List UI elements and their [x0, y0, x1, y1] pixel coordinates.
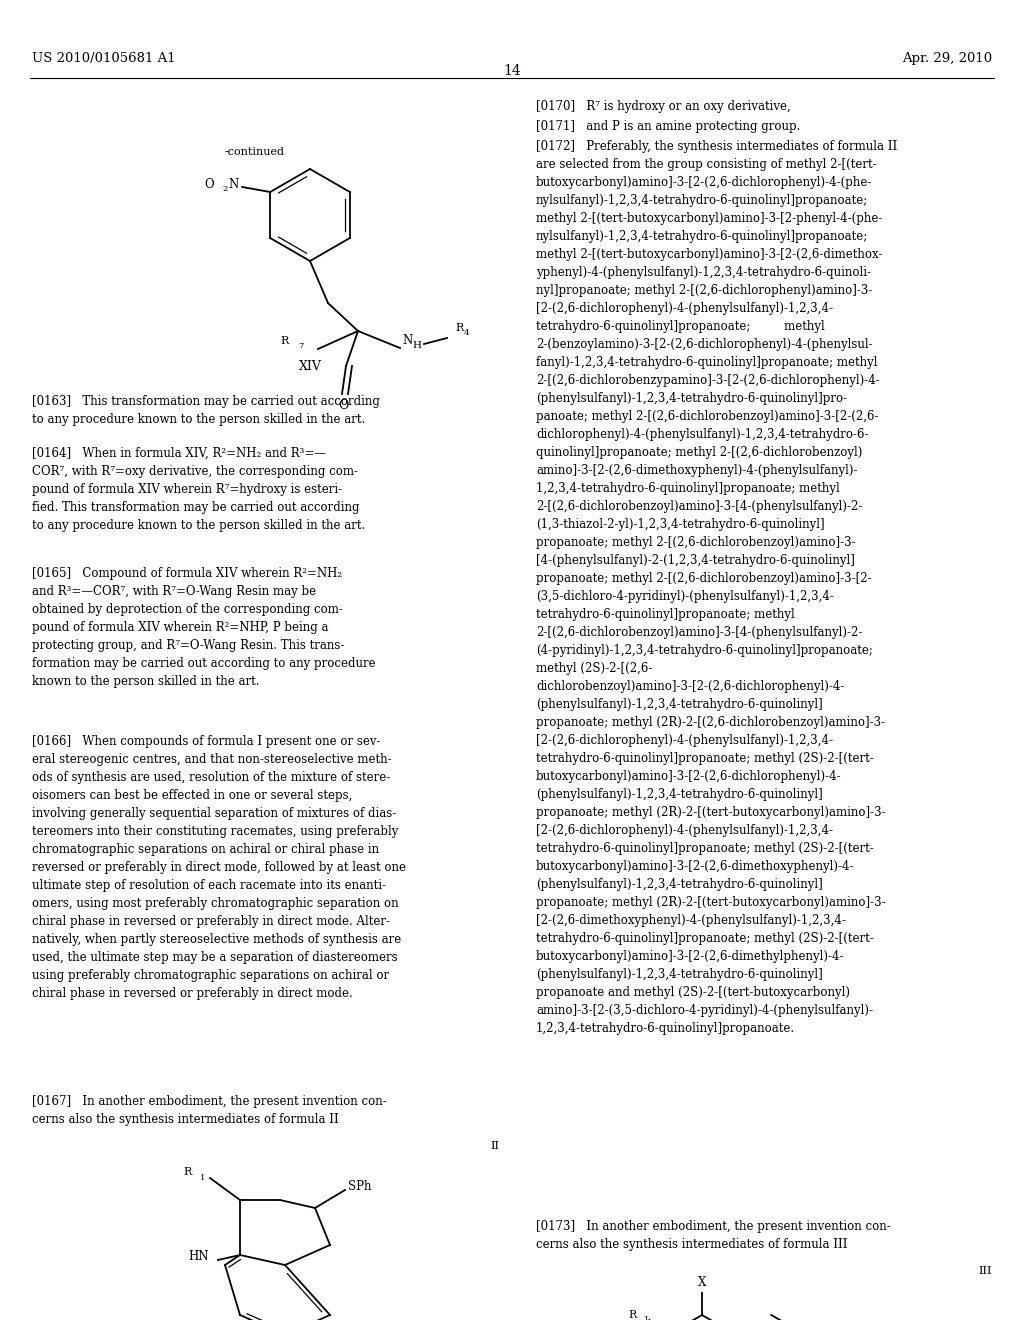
Text: 1: 1	[200, 1173, 206, 1181]
Text: H: H	[412, 342, 421, 351]
Text: II: II	[490, 1140, 499, 1151]
Text: O: O	[205, 177, 214, 190]
Text: [0166]   When compounds of formula I present one or sev-
eral stereogenic centre: [0166] When compounds of formula I prese…	[32, 735, 406, 1001]
Text: [0167]   In another embodiment, the present invention con-
cerns also the synthe: [0167] In another embodiment, the presen…	[32, 1096, 387, 1126]
Text: [0170]   R⁷ is hydroxy or an oxy derivative,: [0170] R⁷ is hydroxy or an oxy derivativ…	[536, 100, 791, 114]
Text: III: III	[979, 1266, 992, 1276]
Text: N: N	[402, 334, 413, 346]
Text: R: R	[183, 1167, 193, 1177]
Text: R: R	[455, 323, 463, 333]
Text: R: R	[628, 1309, 636, 1320]
Text: HN: HN	[188, 1250, 209, 1262]
Text: [0171]   and P is an amine protecting group.: [0171] and P is an amine protecting grou…	[536, 120, 801, 133]
Text: 2: 2	[222, 185, 227, 193]
Text: N: N	[228, 177, 239, 190]
Text: [0165]   Compound of formula XIV wherein R²=NH₂
and R³=—COR⁷, with R⁷=O-Wang Res: [0165] Compound of formula XIV wherein R…	[32, 568, 376, 688]
Text: [0172]   Preferably, the synthesis intermediates of formula II
are selected from: [0172] Preferably, the synthesis interme…	[536, 140, 897, 1035]
Text: [0164]   When in formula XIV, R²=NH₂ and R³=—
COR⁷, with R⁷=oxy derivative, the : [0164] When in formula XIV, R²=NH₂ and R…	[32, 447, 366, 532]
Text: 4: 4	[464, 329, 469, 337]
Text: -continued: -continued	[225, 147, 285, 157]
Text: 7: 7	[298, 342, 303, 350]
Text: O: O	[338, 399, 348, 412]
Text: [0163]   This transformation may be carried out according
to any procedure known: [0163] This transformation may be carrie…	[32, 395, 380, 426]
Text: Apr. 29, 2010: Apr. 29, 2010	[902, 51, 992, 65]
Text: SPh: SPh	[348, 1180, 372, 1192]
Text: 14: 14	[503, 63, 521, 78]
Text: [0173]   In another embodiment, the present invention con-
cerns also the synthe: [0173] In another embodiment, the presen…	[536, 1220, 891, 1251]
Text: 1: 1	[644, 1316, 650, 1320]
Text: US 2010/0105681 A1: US 2010/0105681 A1	[32, 51, 176, 65]
Text: R: R	[281, 337, 289, 346]
Text: XIV: XIV	[299, 360, 322, 374]
Text: X: X	[697, 1276, 707, 1290]
